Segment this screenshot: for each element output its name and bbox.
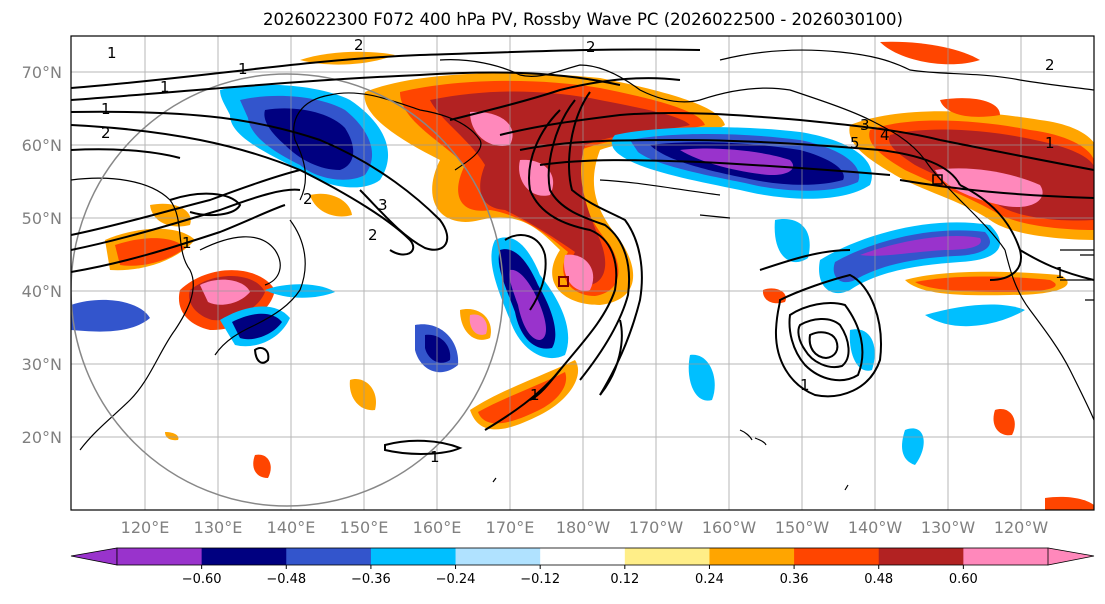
colorbar-tick-label: 0.48	[864, 572, 893, 587]
colorbar-segment	[963, 548, 1049, 565]
lon-label: 130°E	[194, 518, 243, 537]
contour-label: 1	[160, 78, 170, 96]
colorbar-segment	[201, 548, 287, 565]
contour-label: 2	[101, 124, 111, 142]
colorbar-frame	[116, 547, 1049, 566]
lon-label: 160°W	[702, 518, 757, 537]
colorbar-segment	[624, 548, 710, 565]
lat-label: 40°N	[22, 282, 62, 301]
contour-label: 2	[354, 36, 364, 54]
contour-label-group: 1 2 1 1 1 2 2 1 3 2 2 3 4 5 1 1 1 2 1 1	[101, 36, 1065, 466]
colorbar-segment	[117, 548, 203, 565]
lat-label: 70°N	[22, 63, 62, 82]
colorbar-segment	[370, 548, 457, 565]
contour-label: 2	[303, 190, 313, 208]
colorbar-segment	[794, 548, 880, 565]
lon-label: 150°W	[775, 518, 830, 537]
contour-label: 1	[101, 100, 111, 118]
contour-label: 1	[1045, 134, 1055, 152]
longitude-labels: 120°E 130°E 140°E 150°E 160°E 170°E 180°…	[121, 518, 1049, 537]
reference-point-marker	[558, 276, 569, 287]
lat-label: 60°N	[22, 136, 62, 155]
lon-label: 170°E	[486, 518, 535, 537]
colorbar: −0.60 −0.48 −0.36 −0.24 −0.12 0.12 0.24 0.36 0.4…	[70, 547, 1095, 587]
contour-label: 2	[586, 38, 596, 56]
colorbar-tick-label: 0.36	[780, 572, 809, 587]
contour-label: 3	[860, 116, 870, 134]
map-frame	[70, 35, 1095, 511]
colorbar-segment	[540, 548, 626, 565]
lon-label: 130°W	[921, 518, 976, 537]
colorbar-tick-label: −0.12	[520, 572, 560, 587]
colorbar-tick-label: −0.36	[351, 572, 391, 587]
contour-label: 5	[850, 134, 860, 152]
colorbar-tick-label: −0.24	[436, 572, 476, 587]
colorbar-segment	[286, 548, 372, 565]
contour-label: 3	[378, 196, 388, 214]
lon-label: 140°E	[267, 518, 316, 537]
latitude-labels: 70°N 60°N 50°N 40°N 30°N 20°N	[22, 63, 62, 447]
colorbar-tick-label: 0.12	[610, 572, 639, 587]
colorbar-tick-label: 0.24	[695, 572, 724, 587]
contour-label: 1	[182, 234, 192, 252]
lon-label: 170°W	[629, 518, 684, 537]
colorbar-segment	[878, 548, 964, 565]
colorbar-tick-label: −0.60	[182, 572, 222, 587]
contour-label: 1	[107, 44, 117, 62]
contour-label: 1	[530, 386, 540, 404]
lon-label: 150°E	[340, 518, 389, 537]
pv-contours	[71, 48, 1094, 455]
lon-label: 140°W	[848, 518, 903, 537]
colorbar-tick-label: 0.60	[949, 572, 978, 587]
colorbar-segment	[709, 548, 795, 565]
map-title: 2026022300 F072 400 hPa PV, Rossby Wave …	[263, 10, 903, 29]
lat-label: 50°N	[22, 209, 62, 228]
colorbar-extend-high	[1047, 547, 1095, 566]
contour-label: 1	[1055, 264, 1065, 282]
contour-label: 2	[368, 226, 378, 244]
colorbar-segment	[455, 548, 541, 565]
map-area: 1 2 1 1 1 2 2 1 3 2 2 3 4 5 1 1 1 2 1 1	[71, 36, 1094, 510]
lon-label: 120°E	[121, 518, 170, 537]
contour-label: 4	[880, 126, 890, 144]
contour-label: 1	[800, 376, 810, 394]
colorbar-extend-low	[70, 547, 118, 566]
lat-label: 20°N	[22, 428, 62, 447]
lon-label: 160°E	[413, 518, 462, 537]
lon-label: 120°W	[994, 518, 1049, 537]
range-circle	[71, 73, 504, 507]
contour-label: 1	[430, 448, 440, 466]
contour-label: 1	[238, 60, 248, 78]
coastlines	[71, 49, 1094, 491]
lat-label: 30°N	[22, 355, 62, 374]
contour-label: 2	[1045, 56, 1055, 74]
reference-point-marker	[932, 174, 943, 185]
lon-label: 180°W	[556, 518, 611, 537]
colorbar-tick-label: −0.48	[266, 572, 306, 587]
